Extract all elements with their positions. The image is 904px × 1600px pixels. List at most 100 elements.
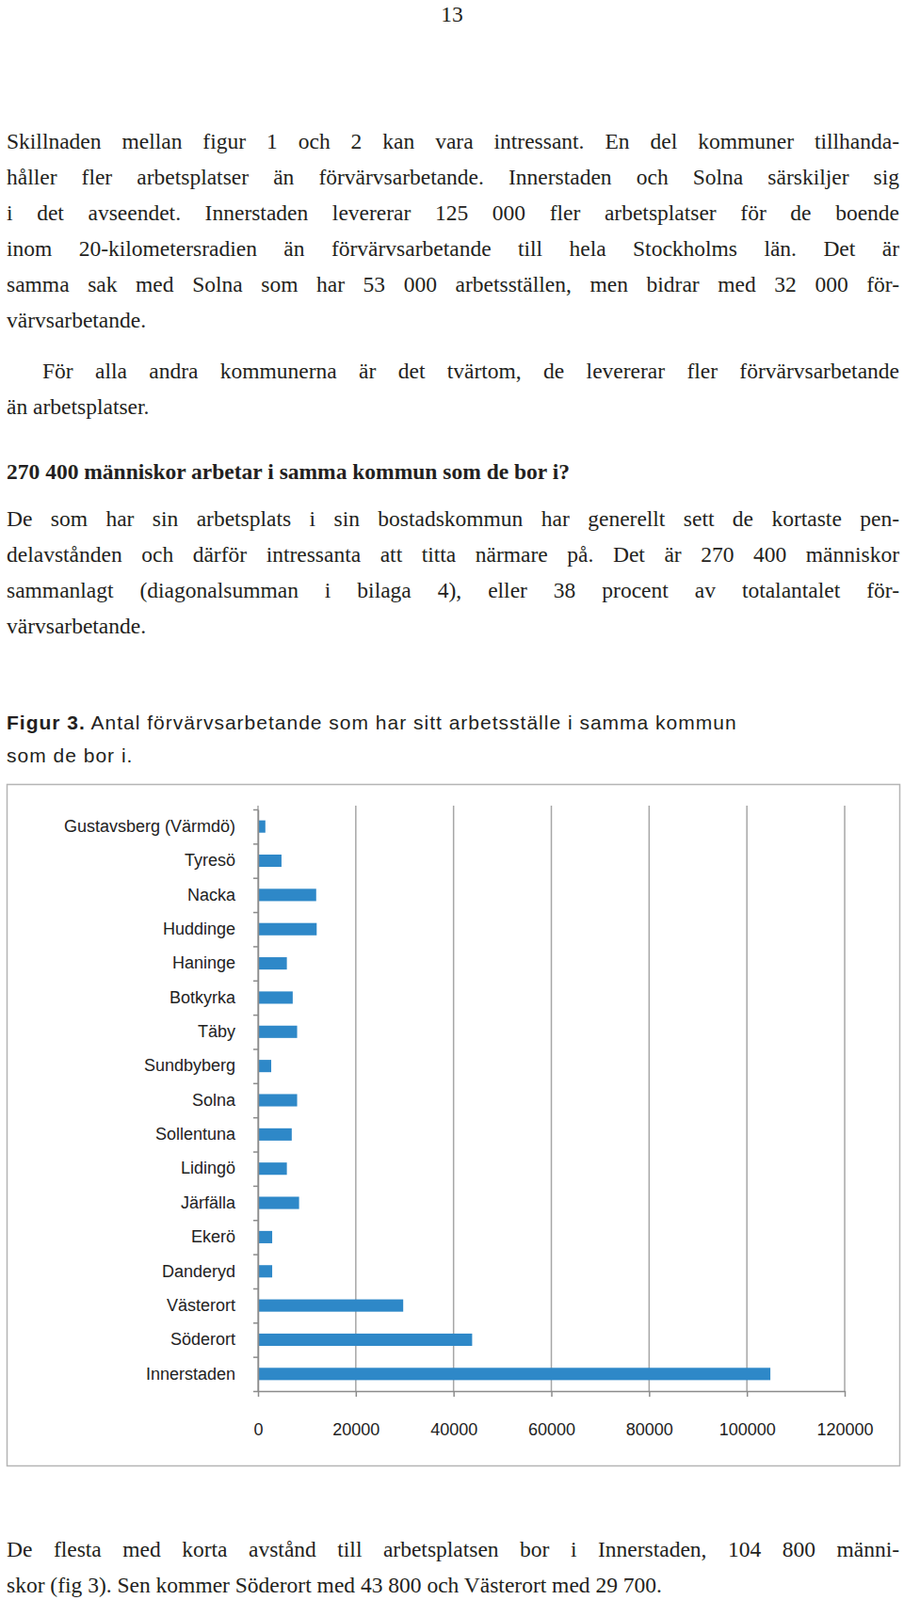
category-label: Ekerö [191,1227,236,1247]
category-label: Solna [192,1091,237,1111]
y-tick: Järfälla [180,1194,259,1213]
separator-tick [253,1083,259,1086]
bar [258,923,317,937]
separator-tick [253,843,259,846]
tick-label: 40000 [430,1420,478,1440]
separator-tick [253,1391,259,1394]
tick-mark [258,1391,260,1398]
y-tick: Västerort [166,1296,259,1316]
tick-mark [648,1391,651,1398]
bar [258,1231,273,1244]
text-line: inom 20-kilometersradien än förvärvsarbe… [6,233,900,264]
text-line: För alla andra kommunerna är det tvärtom… [42,355,900,387]
text-line: Skillnaden mellan figur 1 och 2 kan vara… [6,126,900,157]
grid-line [648,806,651,1392]
category-label: Järfälla [180,1194,237,1213]
category-label: Nacka [187,886,237,905]
tick-label: 60000 [528,1420,576,1440]
bar [258,1368,771,1381]
bar [258,1060,272,1073]
bar [258,1334,472,1347]
x-tick: 120000 [816,1391,873,1440]
y-axis: Gustavsberg (Värmdö) Tyresö Nacka Huddinge H… [64,810,259,1393]
chart-frame [7,785,901,1468]
x-tick: 20000 [332,1391,380,1440]
text-line: värvsarbetande. [6,611,146,642]
tick-mark [452,1391,455,1398]
category-label: Sundbyberg [144,1056,236,1076]
separator-tick [253,1151,259,1154]
separator-tick [253,1049,259,1051]
tick-mark [355,1391,358,1398]
category-separators [253,810,259,1393]
y-tick: Tyresö [184,851,259,871]
tick-label: 80000 [626,1420,674,1440]
category-label: Söderort [170,1330,236,1350]
grid-line [843,806,846,1392]
figure-caption: Figur 3. Antal förvärvsarbetande som har… [6,708,738,739]
grid [258,806,845,1392]
separator-tick [253,809,259,812]
y-tick: Haninge [172,953,259,973]
spacer [85,711,92,734]
bar [258,991,293,1004]
section-heading: 270 400 människor arbetar i samma kommun… [6,456,570,487]
separator-tick [253,1186,259,1189]
axis-line [258,810,260,1393]
x-axis: 0 20000 40000 60000 80000 100000 120000 [253,1391,873,1440]
category-label: Tyresö [184,851,236,871]
category-label: Huddinge [162,920,236,939]
bar [258,1265,273,1278]
bar [258,957,288,970]
y-tick: Huddinge [162,920,259,939]
y-tick: Danderyd [161,1262,259,1282]
caption-text: som de bor i. [6,744,133,767]
text-line: i det avseendet. Innerstaden levererar 1… [6,197,900,228]
grid-line [452,806,455,1392]
grid-line [745,806,748,1392]
y-tick: Sollentuna [155,1125,259,1145]
text-line: samma sak med Solna som har 53 000 arbet… [6,269,900,300]
text-line: De som har sin arbetsplats i sin bostads… [6,503,900,534]
y-tick: Gustavsberg (Värmdö) [64,817,259,837]
separator-tick [253,1323,259,1325]
bar [258,855,282,868]
separator-tick [253,1289,259,1292]
tick-mark [844,1391,847,1398]
category-label: Lidingö [180,1159,236,1179]
bar [258,1129,292,1142]
y-tick: Täby [197,1022,259,1042]
text-line: De flesta med korta avstånd till arbetsp… [6,1534,900,1566]
y-tick: Ekerö [191,1227,259,1247]
x-tick: 100000 [719,1391,776,1440]
category-label: Gustavsberg (Värmdö) [64,817,236,837]
caption-text: Antal förvärvsarbetande som har sitt arb… [91,711,738,734]
bar [258,1162,288,1176]
bar [258,1026,298,1039]
bar [258,1197,300,1211]
separator-tick [253,1356,259,1359]
figure-caption: som de bor i. [6,741,133,772]
separator-tick [253,1220,259,1223]
separator-tick [253,877,259,880]
category-label: Danderyd [161,1262,236,1282]
figure-label: Figur 3. [6,711,86,734]
tick-label: 100000 [719,1420,776,1440]
category-label: Innerstaden [145,1365,236,1385]
category-label: Västerort [166,1296,236,1316]
x-tick: 0 [253,1391,263,1440]
grid-line [257,806,259,1392]
separator-tick [253,1117,259,1120]
tick-mark [746,1391,749,1398]
y-tick: Solna [192,1091,259,1111]
text-line: värvsarbetande. [6,305,146,336]
y-tick: Söderort [170,1330,259,1350]
y-tick: Botkyrka [169,988,259,1008]
y-tick: Innerstaden [145,1365,259,1385]
separator-tick [253,912,259,915]
grid-line [550,806,553,1392]
bar [258,1094,298,1107]
text-line: håller fler arbetsplatser än förvärvsarb… [6,161,900,193]
bar [258,1300,404,1313]
tick-label: 20000 [332,1420,380,1440]
